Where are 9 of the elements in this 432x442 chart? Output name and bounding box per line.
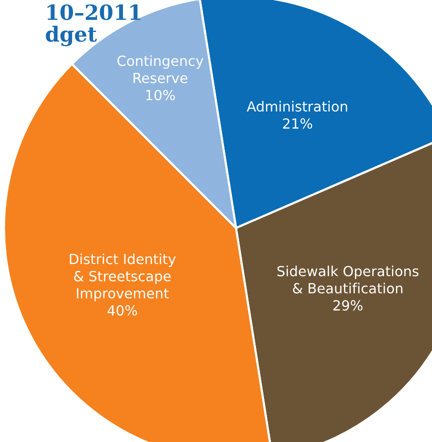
data-label: 29% <box>333 300 362 311</box>
data-label: 21% <box>283 118 312 129</box>
data-label: 10% <box>146 90 175 100</box>
slice-label: District Identity & Streetscape Improvement <box>70 254 176 302</box>
slice-label: Contingency Reserve <box>117 55 204 84</box>
text: 10–2011 dget <box>46 4 140 46</box>
slice-label: Sidewalk Operations & Beautification <box>277 266 418 294</box>
slice-label: Administration <box>246 100 348 112</box>
data-label: 40% <box>108 305 137 316</box>
